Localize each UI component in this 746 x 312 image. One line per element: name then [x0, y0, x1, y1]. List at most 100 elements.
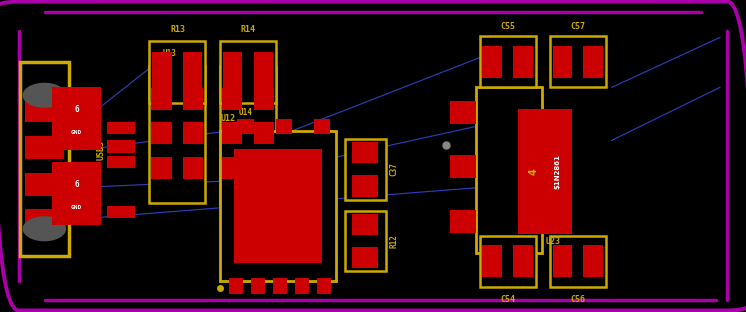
- Point: [233, 97, 245, 102]
- Point: [346, 54, 358, 59]
- Point: [346, 267, 358, 272]
- Point: [149, 139, 161, 144]
- Point: [627, 253, 639, 258]
- Point: [8, 310, 20, 312]
- Point: [219, 154, 231, 158]
- Point: [501, 125, 513, 130]
- Point: [712, 253, 724, 258]
- Point: [248, 0, 260, 2]
- Point: [149, 168, 161, 173]
- Point: [529, 111, 541, 116]
- Point: [698, 154, 709, 158]
- Point: [50, 26, 62, 31]
- Point: [107, 97, 119, 102]
- Point: [275, 310, 287, 312]
- Point: [613, 253, 625, 258]
- Point: [557, 253, 569, 258]
- Point: [430, 224, 442, 229]
- Point: [740, 40, 746, 45]
- Point: [205, 295, 217, 300]
- Point: [22, 40, 34, 45]
- Point: [8, 281, 20, 286]
- Point: [543, 210, 555, 215]
- Point: [430, 40, 442, 45]
- Point: [304, 281, 316, 286]
- Point: [388, 224, 400, 229]
- Point: [402, 40, 414, 45]
- Point: [149, 224, 161, 229]
- Point: [515, 281, 527, 286]
- Point: [459, 239, 471, 244]
- Point: [107, 139, 119, 144]
- Point: [416, 83, 428, 88]
- Point: [599, 281, 611, 286]
- Point: [656, 40, 668, 45]
- Point: [529, 26, 541, 31]
- Point: [8, 111, 20, 116]
- Point: [445, 97, 457, 102]
- Bar: [107, 140, 135, 153]
- Point: [346, 154, 358, 158]
- Point: [0, 281, 6, 286]
- Point: [599, 310, 611, 312]
- Point: [304, 295, 316, 300]
- Point: [332, 168, 344, 173]
- Point: [318, 111, 330, 116]
- Point: [191, 139, 203, 144]
- Point: [402, 97, 414, 102]
- Point: [332, 182, 344, 187]
- Point: [78, 310, 90, 312]
- Point: [698, 111, 709, 116]
- Point: [740, 97, 746, 102]
- Point: [163, 139, 175, 144]
- Point: [0, 12, 6, 17]
- Point: [445, 83, 457, 88]
- Point: [233, 239, 245, 244]
- Point: [346, 196, 358, 201]
- Point: [22, 54, 34, 59]
- Point: [205, 154, 217, 158]
- Point: [388, 139, 400, 144]
- Point: [459, 196, 471, 201]
- Point: [486, 12, 498, 17]
- Point: [248, 26, 260, 31]
- Bar: [345, 139, 386, 200]
- Point: [177, 125, 189, 130]
- Point: [346, 111, 358, 116]
- Point: [712, 12, 724, 17]
- Point: [543, 239, 555, 244]
- Point: [698, 267, 709, 272]
- Point: [50, 54, 62, 59]
- Point: [275, 12, 287, 17]
- Point: [445, 224, 457, 229]
- Point: [8, 26, 20, 31]
- Point: [642, 154, 653, 158]
- Point: [698, 83, 709, 88]
- Point: [571, 83, 583, 88]
- Point: [346, 97, 358, 102]
- Bar: [273, 278, 287, 294]
- Point: [374, 168, 386, 173]
- Point: [78, 154, 90, 158]
- Point: [149, 253, 161, 258]
- Point: [121, 26, 133, 31]
- Point: [388, 281, 400, 286]
- Point: [656, 26, 668, 31]
- Point: [656, 281, 668, 286]
- Point: [642, 54, 653, 59]
- Point: [388, 295, 400, 300]
- Point: [543, 224, 555, 229]
- Point: [473, 68, 485, 73]
- Text: GND: GND: [71, 205, 82, 210]
- Point: [318, 295, 330, 300]
- Point: [402, 125, 414, 130]
- Point: [543, 97, 555, 102]
- Point: [360, 40, 372, 45]
- Point: [177, 139, 189, 144]
- Point: [740, 111, 746, 116]
- Point: [627, 295, 639, 300]
- Point: [430, 111, 442, 116]
- Point: [445, 139, 457, 144]
- Point: [8, 224, 20, 229]
- Point: [501, 239, 513, 244]
